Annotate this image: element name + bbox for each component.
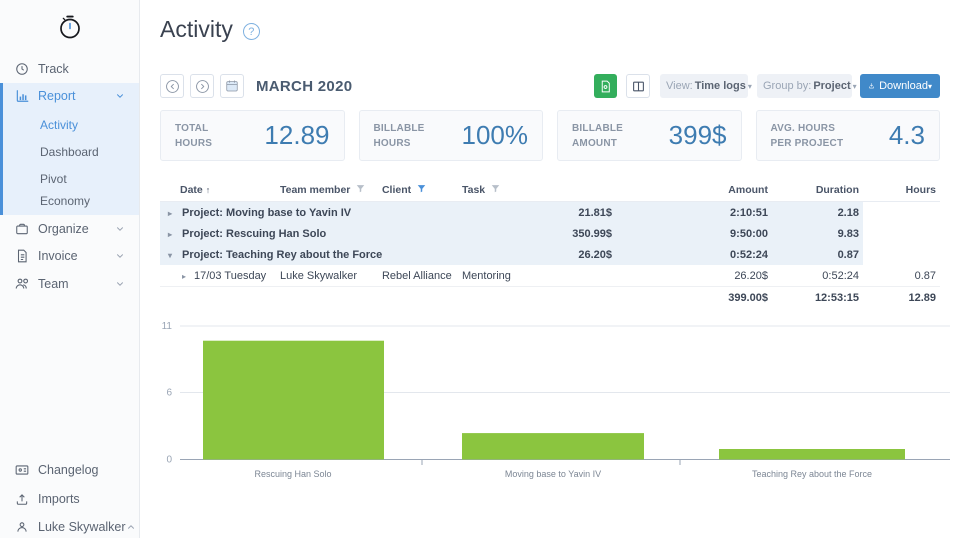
svg-text:0: 0 bbox=[166, 455, 172, 466]
svg-text:6: 6 bbox=[166, 388, 172, 399]
svg-text:Moving base to Yavin IV: Moving base to Yavin IV bbox=[505, 469, 601, 479]
svg-text:11: 11 bbox=[162, 321, 173, 332]
svg-text:Teaching Rey about the Force: Teaching Rey about the Force bbox=[752, 469, 872, 479]
svg-text:Rescuing Han Solo: Rescuing Han Solo bbox=[254, 469, 331, 479]
